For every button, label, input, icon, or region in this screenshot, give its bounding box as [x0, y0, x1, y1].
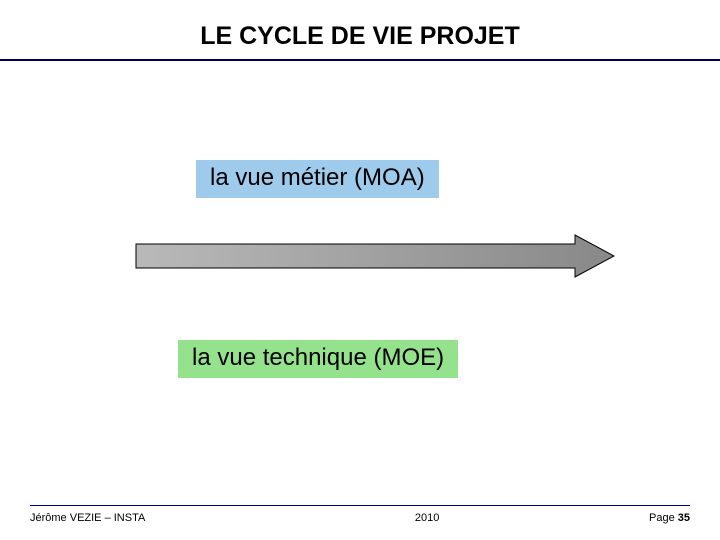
footer-page: Page 35	[649, 512, 690, 524]
slide-title: LE CYCLE DE VIE PROJET	[0, 22, 720, 51]
footer-rule	[30, 505, 690, 506]
arrow-shape	[136, 235, 614, 277]
page-number: 35	[678, 512, 690, 524]
footer: Jérôme VEZIE – INSTA 2010 Page 35	[0, 505, 720, 540]
title-area: LE CYCLE DE VIE PROJET	[0, 0, 720, 51]
footer-row: Jérôme VEZIE – INSTA 2010 Page 35	[30, 512, 690, 524]
footer-author: Jérôme VEZIE – INSTA	[30, 512, 145, 524]
content-area: la vue métier (MOA) la vue technique (MO…	[0, 61, 720, 481]
page-label: Page	[649, 512, 678, 524]
box-metier: la vue métier (MOA)	[196, 160, 439, 198]
arrow-icon	[135, 234, 615, 278]
box-technique: la vue technique (MOE)	[178, 340, 458, 378]
footer-year: 2010	[415, 512, 439, 524]
